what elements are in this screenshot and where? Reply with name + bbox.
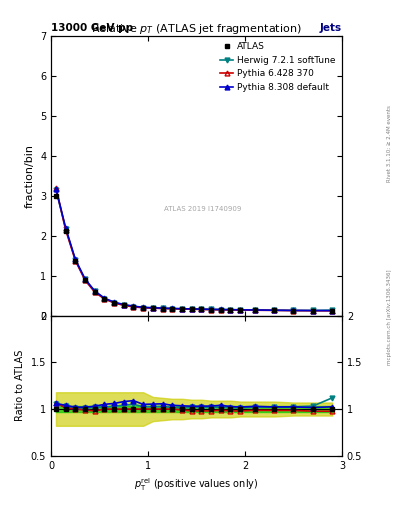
Text: Rivet 3.1.10; ≥ 2.4M events: Rivet 3.1.10; ≥ 2.4M events — [387, 105, 391, 182]
X-axis label: $p_{\mathrm{T}}^{\mathrm{rel}}$ (positive values only): $p_{\mathrm{T}}^{\mathrm{rel}}$ (positiv… — [134, 476, 259, 493]
Y-axis label: fraction/bin: fraction/bin — [24, 144, 35, 208]
Y-axis label: Ratio to ATLAS: Ratio to ATLAS — [15, 350, 25, 421]
Text: Jets: Jets — [320, 23, 342, 33]
Text: 13000 GeV pp: 13000 GeV pp — [51, 23, 133, 33]
Text: mcplots.cern.ch [arXiv:1306.3436]: mcplots.cern.ch [arXiv:1306.3436] — [387, 270, 391, 365]
Title: Relative $p_T$ (ATLAS jet fragmentation): Relative $p_T$ (ATLAS jet fragmentation) — [91, 22, 302, 36]
Legend: ATLAS, Herwig 7.2.1 softTune, Pythia 6.428 370, Pythia 8.308 default: ATLAS, Herwig 7.2.1 softTune, Pythia 6.4… — [216, 38, 339, 95]
Text: ATLAS 2019 I1740909: ATLAS 2019 I1740909 — [163, 206, 241, 212]
